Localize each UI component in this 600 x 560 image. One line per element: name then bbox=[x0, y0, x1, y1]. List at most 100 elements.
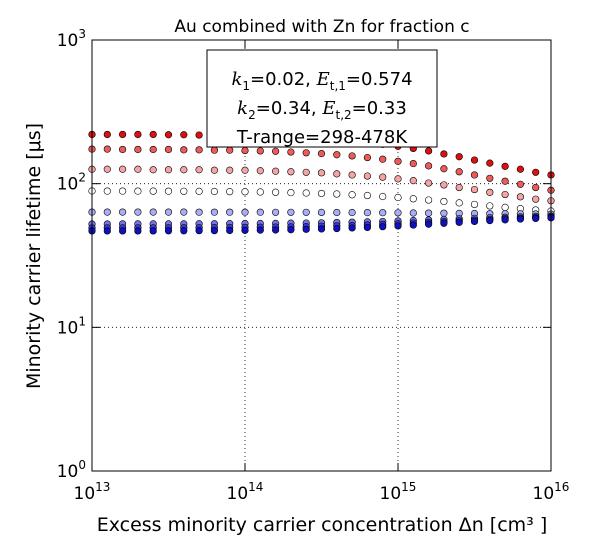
data-point bbox=[470, 171, 479, 179]
data-point bbox=[241, 226, 249, 234]
annotation-frame bbox=[206, 49, 438, 148]
annotation-subscript: 2 bbox=[248, 108, 256, 122]
data-point bbox=[425, 179, 433, 187]
tick-label: 100 bbox=[57, 458, 86, 482]
data-point bbox=[333, 190, 341, 198]
annotation-text: E bbox=[321, 98, 335, 119]
data-point bbox=[425, 196, 433, 204]
data-point bbox=[180, 187, 188, 195]
data-point bbox=[516, 165, 525, 173]
data-point bbox=[164, 227, 173, 235]
data-point bbox=[516, 193, 525, 201]
data-point bbox=[210, 166, 219, 174]
annotation-subscript: t,2 bbox=[335, 108, 351, 122]
data-point bbox=[470, 217, 479, 226]
tick-label-base: 10 bbox=[533, 484, 555, 504]
tick-label: 103 bbox=[57, 27, 86, 51]
data-point bbox=[455, 218, 463, 226]
data-point bbox=[348, 191, 356, 199]
tick-label-exponent: 13 bbox=[95, 480, 110, 494]
data-point bbox=[501, 177, 509, 185]
data-point bbox=[425, 209, 433, 217]
data-point bbox=[455, 199, 463, 207]
data-point bbox=[226, 226, 234, 235]
data-point bbox=[440, 150, 448, 158]
data-point bbox=[195, 131, 203, 139]
annotation-text: =0.34, bbox=[256, 98, 323, 119]
data-point bbox=[119, 145, 127, 154]
data-point bbox=[425, 162, 433, 170]
data-point bbox=[287, 208, 295, 216]
data-point bbox=[241, 208, 249, 216]
data-point bbox=[195, 166, 203, 174]
data-point bbox=[409, 221, 417, 229]
data-point bbox=[440, 165, 448, 173]
data-point bbox=[333, 224, 341, 233]
data-point bbox=[440, 181, 448, 189]
tick-label-exponent: 0 bbox=[78, 458, 86, 472]
annotation-line: k1=0.02, Et,1=0.574 bbox=[231, 69, 412, 93]
data-point bbox=[164, 166, 173, 174]
data-point bbox=[134, 145, 142, 154]
tick-label: 1014 bbox=[227, 480, 264, 504]
tick-label-base: 10 bbox=[380, 484, 402, 504]
y-axis-label: Minority carrier lifetime [μs] bbox=[23, 123, 45, 389]
tick-label: 1013 bbox=[74, 480, 111, 504]
data-point bbox=[363, 208, 372, 217]
data-point bbox=[532, 195, 540, 203]
data-point bbox=[501, 190, 509, 199]
data-point bbox=[348, 208, 356, 217]
data-point bbox=[302, 149, 310, 157]
data-point bbox=[394, 209, 402, 217]
data-point bbox=[501, 162, 509, 170]
data-point bbox=[409, 195, 417, 203]
data-point bbox=[272, 188, 280, 196]
data-point bbox=[180, 131, 188, 139]
tick-label-base: 10 bbox=[227, 484, 249, 504]
data-point bbox=[103, 145, 111, 153]
data-point bbox=[103, 227, 111, 235]
data-point bbox=[287, 226, 295, 234]
data-point bbox=[455, 183, 463, 192]
data-point bbox=[134, 227, 142, 235]
data-point bbox=[409, 177, 417, 185]
data-point bbox=[241, 146, 249, 155]
data-point bbox=[516, 215, 525, 223]
tick-label: 101 bbox=[57, 314, 86, 338]
data-point bbox=[317, 169, 326, 177]
data-point bbox=[394, 193, 402, 202]
annotation-subscript: t,1 bbox=[330, 79, 346, 93]
tick-label-base: 10 bbox=[57, 318, 79, 338]
tick-label-exponent: 1 bbox=[78, 314, 86, 328]
data-point bbox=[287, 148, 295, 156]
x-axis-label: Excess minority carrier concentration Δn… bbox=[97, 514, 548, 536]
data-point bbox=[455, 168, 463, 176]
data-point bbox=[149, 227, 157, 235]
data-point bbox=[379, 192, 387, 201]
data-point bbox=[180, 208, 188, 216]
data-point bbox=[440, 219, 448, 227]
data-point bbox=[317, 208, 326, 216]
tick-label-exponent: 3 bbox=[78, 27, 86, 41]
data-point bbox=[379, 209, 387, 217]
data-point bbox=[363, 172, 372, 180]
tick-label-base: 10 bbox=[57, 175, 79, 195]
data-point bbox=[256, 208, 264, 216]
data-point bbox=[226, 146, 234, 154]
data-point bbox=[532, 168, 540, 176]
data-point bbox=[195, 146, 203, 154]
annotation-subscript: 1 bbox=[242, 79, 250, 93]
data-point bbox=[302, 189, 310, 197]
data-point bbox=[149, 208, 157, 216]
data-point bbox=[103, 187, 111, 195]
data-point bbox=[119, 165, 127, 173]
data-point bbox=[164, 208, 173, 216]
data-point bbox=[470, 156, 479, 164]
data-point bbox=[440, 197, 448, 206]
data-point bbox=[501, 203, 509, 211]
annotation-text: =0.33 bbox=[352, 98, 407, 119]
data-point bbox=[394, 157, 402, 165]
data-point bbox=[486, 217, 494, 225]
data-point bbox=[532, 183, 540, 192]
